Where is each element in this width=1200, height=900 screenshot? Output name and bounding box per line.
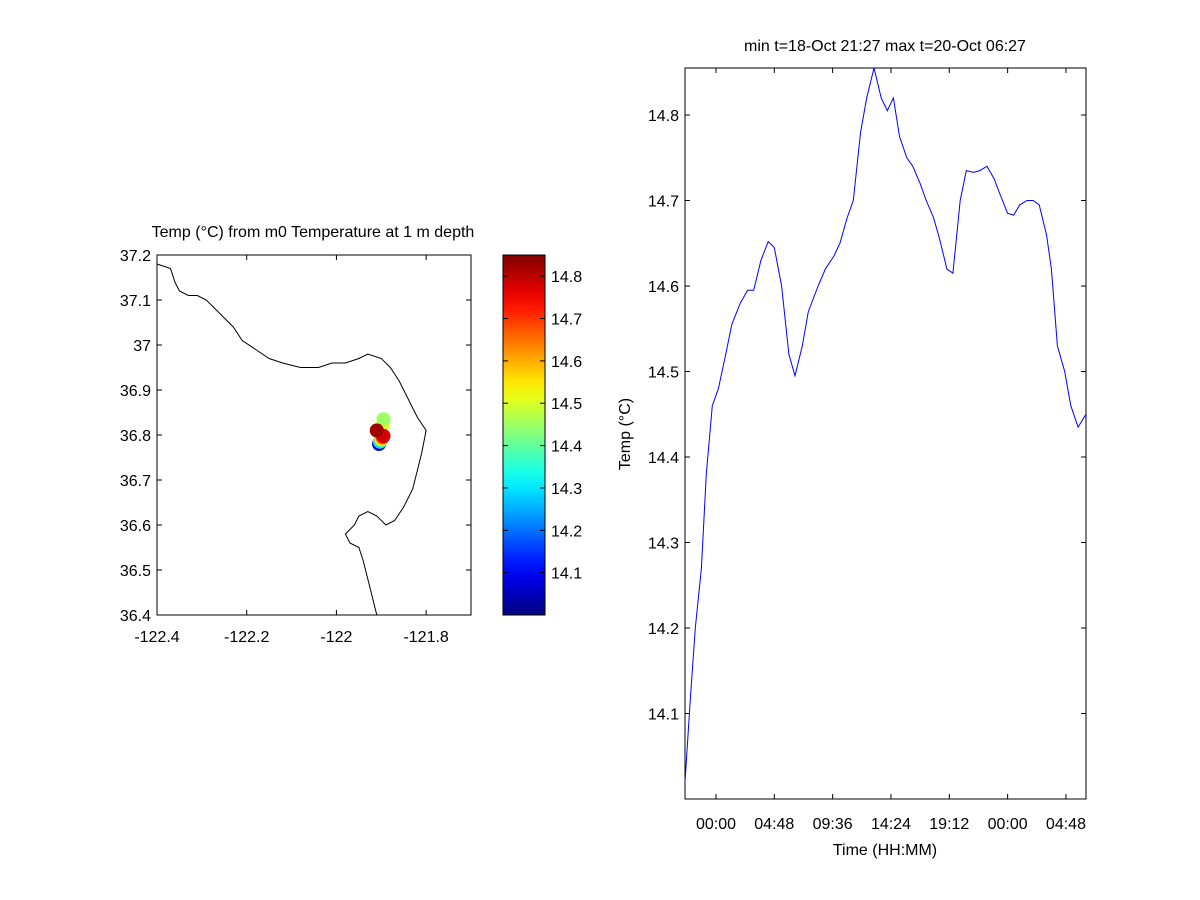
map-x-tick-label: -122 — [320, 629, 352, 646]
colorbar-ticks: 14.1 14.2 14.3 14.4 14.5 14.6 14.7 14.8 — [503, 269, 582, 583]
map-x-tick-label: -122.4 — [134, 629, 179, 646]
colorbar-tick-label: 14.8 — [551, 269, 582, 286]
ts-y-tick-label: 14.3 — [648, 536, 679, 553]
timeseries-title: min t=18-Oct 21:27 max t=20-Oct 06:27 — [744, 38, 1026, 55]
colorbar-tick-label: 14.2 — [551, 523, 582, 540]
map-plot-area — [156, 254, 472, 616]
map-panel: Temp (°C) from m0 Temperature at 1 m dep… — [120, 224, 474, 646]
map-y-tick-label: 36.7 — [120, 473, 151, 490]
ts-x-tick-label: 19:12 — [929, 816, 969, 833]
map-axis-ticks: -122.4 -122.2 -122 -121.8 36.4 36.5 36.6 36.7 36… — [120, 248, 471, 646]
colorbar-tick-label: 14.6 — [551, 354, 582, 371]
ts-x-tick-label: 14:24 — [871, 816, 911, 833]
map-y-tick-label: 37.1 — [120, 293, 151, 310]
ts-y-tick-label: 14.5 — [648, 365, 679, 382]
colorbar-tick-label: 14.7 — [551, 312, 582, 329]
map-y-tick-label: 36.4 — [120, 608, 151, 625]
ts-y-tick-label: 14.6 — [648, 279, 679, 296]
temperature-markers — [369, 412, 391, 451]
ts-y-tick-label: 14.8 — [648, 108, 679, 125]
map-y-tick-label: 37.2 — [120, 248, 151, 265]
ts-x-tick-label: 09:36 — [813, 816, 853, 833]
colorbar-tick-label: 14.5 — [551, 396, 582, 413]
ts-x-tick-label: 00:00 — [988, 816, 1028, 833]
coastline — [156, 263, 427, 616]
colorbar-tick-label: 14.4 — [551, 439, 582, 456]
ts-y-tick-label: 14.4 — [648, 450, 679, 467]
colorbar-tick-label: 14.1 — [551, 566, 582, 583]
timeseries-xlabel: Time (HH:MM) — [833, 842, 937, 859]
map-y-tick-label: 36.8 — [120, 428, 151, 445]
map-y-tick-label: 36.9 — [120, 383, 151, 400]
ts-y-tick-label: 14.7 — [648, 194, 679, 211]
temperature-marker — [369, 423, 384, 438]
map-y-tick-label: 36.6 — [120, 518, 151, 535]
timeseries-plot-area — [684, 67, 1087, 800]
ts-y-tick-label: 14.2 — [648, 621, 679, 638]
map-y-tick-label: 37 — [133, 338, 151, 355]
colorbar: 14.1 14.2 14.3 14.4 14.5 14.6 14.7 14.8 — [502, 254, 582, 616]
timeseries-panel: min t=18-Oct 21:27 max t=20-Oct 06:27 00… — [617, 38, 1087, 859]
colorbar-gradient — [502, 254, 546, 616]
temperature-marker — [376, 412, 391, 427]
ts-y-tick-label: 14.1 — [648, 707, 679, 724]
ts-x-tick-label: 04:48 — [1046, 816, 1086, 833]
colorbar-tick-label: 14.3 — [551, 481, 582, 498]
map-title: Temp (°C) from m0 Temperature at 1 m dep… — [152, 224, 475, 241]
ts-x-tick-label: 04:48 — [754, 816, 794, 833]
map-x-tick-label: -121.8 — [403, 629, 448, 646]
ts-x-tick-label: 00:00 — [696, 816, 736, 833]
map-y-tick-label: 36.5 — [120, 563, 151, 580]
timeseries-ylabel: Temp (°C) — [617, 398, 634, 470]
temperature-series-line — [684, 67, 1087, 782]
timeseries-axis-ticks: 00:00 04:48 09:36 14:24 19:12 00:00 04:48 14.1 1… — [648, 68, 1086, 833]
map-x-tick-label: -122.2 — [224, 629, 269, 646]
